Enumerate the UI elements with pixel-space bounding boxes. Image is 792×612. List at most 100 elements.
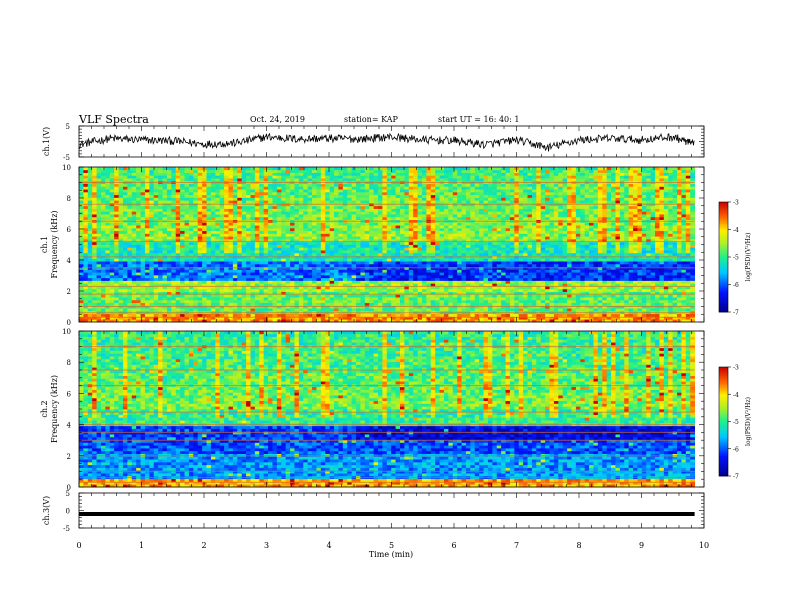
spectrogram-cell: [171, 286, 177, 290]
spectrogram-cell: [435, 302, 440, 306]
spectrogram-cell: [268, 319, 273, 323]
spectrogram-cell: [83, 191, 89, 196]
spectrogram-cell: [241, 319, 247, 323]
spectrogram-cell: [307, 258, 313, 262]
spectrogram-cell: [105, 291, 111, 295]
spectrogram-cell: [184, 238, 190, 243]
spectrogram-cell: [439, 313, 445, 317]
spectrogram-cell: [347, 227, 353, 232]
spectrogram-cell: [303, 178, 309, 182]
spectrogram-cell: [114, 283, 119, 287]
spectrogram-cell: [408, 258, 414, 262]
spectrogram-cell: [197, 194, 203, 198]
spectrogram-cell: [303, 269, 309, 273]
spectrogram-cell: [96, 302, 102, 306]
spectrogram-cell: [395, 272, 401, 276]
spectrogram-cell: [347, 252, 353, 256]
spectrogram-cell: [175, 244, 181, 248]
spectrogram-cell: [435, 186, 440, 190]
spectrogram-cell: [162, 186, 168, 190]
spectrogram-cell: [193, 288, 199, 292]
spectrogram-cell: [193, 261, 199, 265]
spectrogram-cell: [127, 216, 133, 220]
spectrogram-cell: [162, 167, 168, 171]
spectrogram-cell: [430, 225, 436, 229]
spectrogram-cell: [439, 200, 445, 204]
spectrogram-cell: [131, 286, 137, 290]
spectrogram-cell: [224, 244, 229, 248]
spectrogram-cell: [382, 227, 388, 232]
spectrogram-cell: [408, 178, 414, 182]
spectrogram-cell: [356, 316, 361, 320]
spectrogram-cell: [360, 274, 366, 279]
spectrogram-cell: [202, 277, 207, 281]
spectrogram-cell: [197, 258, 203, 262]
spectrogram-cell: [316, 214, 322, 218]
spectrogram-cell: [400, 189, 405, 193]
spectrogram-cell: [329, 258, 335, 262]
spectrogram-cell: [400, 236, 405, 240]
spectrogram-cell: [378, 178, 383, 182]
spectrogram-cell: [435, 208, 440, 212]
spectrogram-cell: [452, 313, 458, 317]
spectrogram-cell: [400, 197, 405, 201]
spectrogram-cell: [188, 250, 194, 254]
spectrogram-cell: [241, 294, 247, 298]
spectrogram-cell: [105, 214, 111, 218]
spectrogram-cell: [96, 211, 102, 215]
spectrogram-cell: [268, 205, 273, 209]
spectrogram-cell: [127, 283, 133, 287]
spectrogram-cell: [312, 316, 317, 320]
spectrogram-cell: [263, 252, 269, 256]
spectrogram-cell: [360, 233, 366, 237]
spectrogram-cell: [79, 299, 84, 304]
spectrogram-cell: [421, 194, 427, 198]
spectrogram-cell: [303, 175, 309, 179]
spectrogram-cell: [435, 316, 440, 320]
spectrogram-cell: [215, 319, 221, 323]
spectrogram-cell: [290, 211, 295, 215]
spectrogram-cell: [166, 238, 172, 243]
spectrogram-cell: [246, 302, 251, 306]
spectrogram-cell: [356, 244, 361, 248]
spectrogram-cell: [281, 252, 287, 256]
spectrogram-cell: [193, 183, 199, 187]
spectrogram-cell: [329, 274, 335, 279]
spectrogram-cell: [162, 230, 168, 234]
spectrogram-cell: [136, 169, 141, 173]
spectrogram-cell: [122, 197, 128, 201]
spectrogram-cell: [215, 222, 221, 226]
spectrogram-cell: [351, 288, 357, 292]
spectrogram-cell: [356, 241, 361, 245]
spectrogram-cell: [259, 294, 265, 298]
spectrogram-cell: [298, 241, 304, 245]
spectrogram-cell: [307, 319, 313, 323]
spectrogram-cell: [290, 241, 295, 245]
spectrogram-cell: [334, 233, 339, 237]
spectrogram-cell: [219, 208, 225, 212]
spectrogram-cell: [158, 222, 163, 226]
spectrogram-cell: [83, 194, 89, 198]
spectrogram-cell: [382, 172, 388, 176]
spectrogram-cell: [316, 302, 322, 306]
spectrogram-cell: [219, 186, 225, 190]
spectrogram-cell: [131, 175, 137, 179]
spectrogram-cell: [202, 205, 207, 209]
spectrogram-cell: [259, 250, 265, 254]
spectrogram-cell: [127, 191, 133, 196]
spectrogram-cell: [400, 214, 405, 218]
spectrogram-cell: [232, 299, 238, 304]
spectrogram-cell: [136, 250, 141, 254]
spectrogram-cell: [439, 233, 445, 237]
spectrogram-cell: [400, 294, 405, 298]
spectrogram-cell: [325, 225, 331, 229]
spectrogram-cell: [285, 191, 291, 196]
spectrogram-cell: [96, 167, 102, 171]
spectrogram-cell: [131, 299, 137, 304]
spectrogram-cell: [197, 252, 203, 256]
spectrogram-cell: [158, 194, 163, 198]
spectrogram-cell: [162, 183, 168, 187]
spectrogram-cell: [338, 252, 344, 256]
spectrogram-cell: [263, 191, 269, 196]
spectrogram-cell: [408, 272, 414, 276]
